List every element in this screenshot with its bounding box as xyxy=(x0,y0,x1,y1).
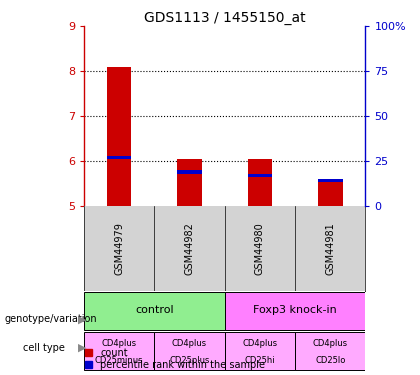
Bar xyxy=(84,292,225,330)
Bar xyxy=(247,159,272,206)
Bar xyxy=(107,67,131,206)
Text: GSM44979: GSM44979 xyxy=(114,222,124,275)
Text: CD4plus: CD4plus xyxy=(312,339,348,348)
Text: cell type: cell type xyxy=(23,343,65,352)
Bar xyxy=(318,179,343,183)
Bar xyxy=(247,174,272,177)
Text: CD25lo: CD25lo xyxy=(315,356,345,364)
Text: Foxp3 knock-in: Foxp3 knock-in xyxy=(253,305,337,315)
Bar xyxy=(155,332,225,370)
Text: CD25minus: CD25minus xyxy=(95,356,143,364)
Bar xyxy=(225,332,295,370)
Text: GSM44981: GSM44981 xyxy=(325,222,335,275)
Text: ▶: ▶ xyxy=(78,315,86,324)
Text: ▶: ▶ xyxy=(78,343,86,352)
Bar xyxy=(177,159,202,206)
Legend: count, percentile rank within the sample: count, percentile rank within the sample xyxy=(85,348,265,370)
Text: CD4plus: CD4plus xyxy=(242,339,278,348)
Text: CD25plus: CD25plus xyxy=(169,356,210,364)
Text: control: control xyxy=(135,305,173,315)
Bar xyxy=(225,292,365,330)
Bar xyxy=(177,170,202,174)
Title: GDS1113 / 1455150_at: GDS1113 / 1455150_at xyxy=(144,11,305,25)
Text: CD4plus: CD4plus xyxy=(102,339,137,348)
Text: CD25hi: CD25hi xyxy=(244,356,275,364)
Bar xyxy=(84,332,155,370)
Text: GSM44982: GSM44982 xyxy=(184,222,194,275)
Text: CD4plus: CD4plus xyxy=(172,339,207,348)
Bar xyxy=(318,181,343,206)
Bar xyxy=(295,332,365,370)
Text: GSM44980: GSM44980 xyxy=(255,222,265,275)
Bar xyxy=(107,156,131,159)
Text: genotype/variation: genotype/variation xyxy=(4,315,97,324)
